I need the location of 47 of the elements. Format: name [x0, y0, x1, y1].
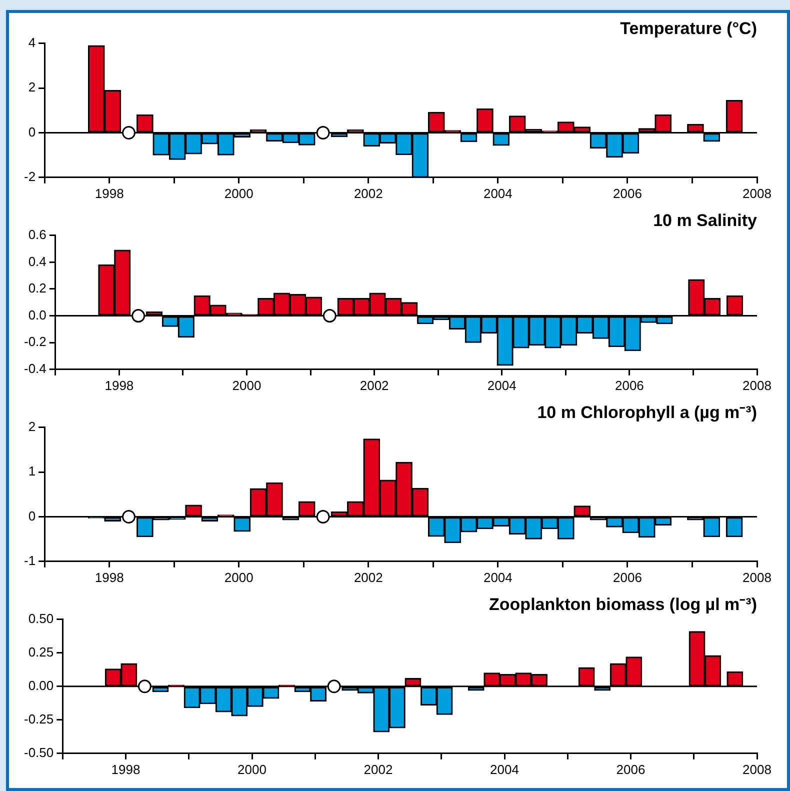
x-tick-label: 2000 — [224, 570, 254, 585]
y-tick-label: 0.50 — [28, 610, 54, 626]
y-tick-label: 0.4 — [28, 254, 46, 269]
y-tick-label: 0.0 — [28, 307, 46, 322]
y-tick-label: -0.2 — [24, 334, 46, 350]
y-tick-label: 2 — [28, 80, 36, 95]
y-tick-label: 0.2 — [28, 280, 46, 296]
x-tick-label: 2006 — [614, 378, 644, 393]
y-tick-label: 0 — [28, 508, 36, 524]
y-tick-label: 4 — [28, 34, 36, 50]
x-tick-label: 2002 — [360, 378, 389, 393]
x-tick-label: 2000 — [224, 186, 254, 201]
y-tick-label: -1 — [24, 552, 36, 568]
x-tick-label: 2006 — [613, 186, 642, 201]
y-tick-label: -2 — [24, 168, 36, 184]
chart-title: 10 m Salinity — [653, 210, 758, 230]
y-tick-label: 0.00 — [28, 678, 54, 693]
x-tick-label: 2002 — [364, 762, 393, 777]
x-tick-label: 1998 — [94, 186, 124, 201]
x-tick-label: 2004 — [483, 570, 512, 585]
y-tick-label: 0.25 — [28, 644, 54, 660]
y-tick-label: 0 — [28, 124, 36, 140]
y-tick-label: 2 — [28, 418, 36, 434]
y-tick-label: -0.50 — [24, 744, 54, 760]
x-tick-label: 1998 — [111, 762, 140, 777]
x-tick-label: 2000 — [232, 378, 262, 393]
x-tick-label: 2004 — [483, 186, 512, 201]
y-tick-label: 0.6 — [28, 226, 46, 242]
x-tick-label: 2008 — [742, 762, 772, 777]
x-tick-label: 2008 — [742, 570, 772, 585]
x-tick-label: 2008 — [742, 378, 772, 393]
x-tick-label: 1998 — [94, 570, 124, 585]
chart-title: Temperature (°C) — [620, 18, 757, 38]
chart-title: 10 m Chlorophyll a (µg m⁻³) — [537, 402, 757, 422]
x-tick-label: 2006 — [616, 762, 646, 777]
y-tick-label: 1 — [28, 464, 36, 479]
chart-title: Zooplankton biomass (log µl m⁻³) — [489, 594, 757, 614]
x-tick-label: 2002 — [354, 570, 383, 585]
x-tick-label: 2008 — [742, 186, 772, 201]
x-tick-label: 1998 — [104, 378, 134, 393]
y-tick-label: -0.25 — [24, 711, 54, 726]
y-tick-label: -0.4 — [24, 360, 46, 376]
x-tick-label: 2006 — [613, 570, 642, 585]
x-tick-label: 2002 — [354, 186, 383, 201]
x-tick-label: 2004 — [487, 378, 516, 393]
x-tick-label: 2000 — [238, 762, 266, 777]
x-tick-label: 2004 — [490, 762, 519, 777]
